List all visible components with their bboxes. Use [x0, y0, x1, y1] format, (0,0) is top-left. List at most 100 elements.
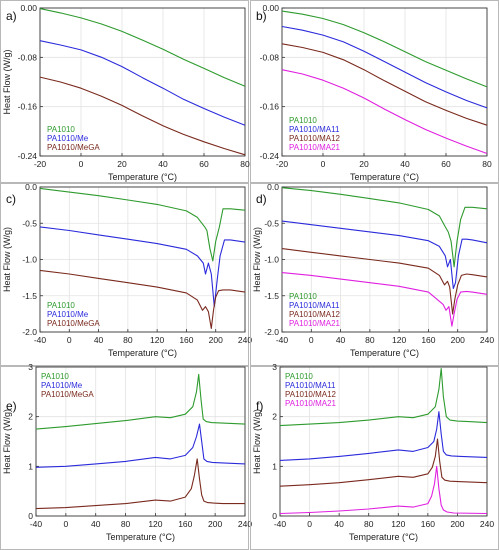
legend-entry: PA1010 [289, 292, 317, 301]
y-tick-label: 1 [28, 461, 33, 471]
series-line-pa1010 [281, 10, 488, 88]
x-tick-label: -20 [276, 159, 289, 169]
series-line-pa1010 [39, 8, 246, 87]
y-tick-label: -0.24 [18, 151, 38, 161]
y-axis-label: Heat Flow (W/g) [2, 409, 12, 474]
y-tick-label: 0 [28, 511, 33, 521]
x-tick-label: 40 [91, 519, 101, 529]
plot-area [39, 7, 246, 157]
x-tick-label: 80 [123, 335, 133, 345]
x-tick-label: 80 [121, 519, 131, 529]
series-line-pa1010 [39, 187, 246, 262]
legend-entry: PA1010/MA12 [285, 390, 337, 399]
panel-label: c) [6, 192, 16, 206]
x-axis-label: Temperature (°C) [108, 172, 177, 182]
x-tick-label: 40 [334, 519, 344, 529]
legend-entry: PA1010 [41, 372, 69, 381]
series-line-pa1010-me [39, 226, 246, 308]
y-tick-label: -2.0 [264, 327, 279, 337]
y-tick-label: -0.5 [264, 218, 279, 228]
series-line-pa1010 [35, 373, 246, 430]
x-tick-label: 40 [94, 335, 104, 345]
x-tick-label: 0 [307, 519, 312, 529]
x-tick-label: -40 [30, 519, 43, 529]
x-tick-label: 40 [336, 335, 346, 345]
legend-entry: PA1010/Me [47, 310, 89, 319]
x-tick-label: 200 [209, 335, 223, 345]
series-line-pa1010-ma21 [279, 465, 488, 515]
legend-entry: PA1010/MA21 [289, 143, 341, 152]
panel-a: -20 0 20 40 60 80 0.00 -0.08 -0.16 -0.24 Temperatu… [0, 0, 250, 183]
y-tick-label: -1.0 [264, 255, 279, 265]
plot-area [35, 366, 246, 517]
x-tick-label: 80 [365, 335, 375, 345]
x-tick-label: 60 [199, 159, 209, 169]
y-tick-label: 0.0 [25, 182, 37, 192]
panel-label: a) [6, 9, 17, 23]
x-tick-label: -40 [34, 335, 47, 345]
y-tick-label: 2 [28, 412, 33, 422]
panel-label: b) [256, 9, 267, 23]
x-tick-label: 120 [392, 335, 406, 345]
series-line-pa1010-ma11 [279, 411, 488, 461]
x-tick-label: -20 [34, 159, 47, 169]
legend-entry: PA1010/MA11 [285, 381, 336, 390]
panel-d: -40 0 40 80 120 160 200 240 0.0 -0.5 -1.0 -1.5 -2.0 T… [250, 182, 499, 366]
legend-entry: PA1010 [289, 116, 317, 125]
x-tick-label: 60 [441, 159, 451, 169]
series-line-pa1010-ma12 [281, 43, 488, 126]
x-tick-label: 0 [321, 159, 326, 169]
y-axis-label: Heat Flow (W/g) [2, 49, 12, 114]
legend-entry: PA1010/MA11 [289, 301, 340, 310]
series-line-pa1010 [279, 367, 488, 427]
y-axis-label: Heat Flow (W/g) [252, 227, 262, 292]
panel-label: f) [256, 399, 263, 413]
legend-entry: PA1010 [285, 372, 313, 381]
y-tick-label: 0.00 [20, 3, 37, 13]
x-tick-label: 200 [451, 335, 465, 345]
x-tick-label: 240 [480, 335, 494, 345]
legend-entry: PA1010/MA21 [289, 319, 341, 328]
panel-b: -20 0 20 40 60 80 0.00 -0.08 -0.16 -0.24 Temperatu… [250, 0, 499, 183]
legend-entry: PA1010/MeGA [47, 319, 100, 328]
panel-frame [0, 0, 249, 183]
x-axis-label: Temperature (°C) [350, 172, 419, 182]
series-line-pa1010-ma12 [279, 438, 488, 487]
legend-entry: PA1010/Me [41, 381, 83, 390]
y-tick-label: 3 [28, 362, 33, 372]
series-line-pa1010-me [39, 40, 246, 126]
x-tick-label: 80 [482, 159, 492, 169]
y-tick-label: 3 [272, 362, 277, 372]
series-line-pa1010-ma21 [281, 69, 488, 155]
y-tick-label: -0.08 [18, 52, 38, 62]
y-tick-label: -0.08 [260, 52, 280, 62]
y-tick-label: -1.0 [22, 255, 37, 265]
y-tick-label: -1.5 [22, 291, 37, 301]
series-line-pa1010-me [35, 423, 246, 468]
x-tick-label: 80 [364, 519, 374, 529]
x-tick-label: 160 [421, 335, 435, 345]
x-tick-label: -40 [276, 335, 289, 345]
x-tick-label: 80 [240, 159, 250, 169]
x-tick-label: 160 [421, 519, 435, 529]
x-tick-label: 40 [158, 159, 168, 169]
x-tick-label: -40 [274, 519, 287, 529]
x-tick-label: 240 [480, 519, 494, 529]
y-axis-label: Heat Flow (W/g) [2, 227, 12, 292]
series-line-pa1010 [281, 187, 488, 268]
y-tick-label: 1 [272, 461, 277, 471]
series-line-pa1010-mega [39, 76, 246, 156]
x-tick-label: 240 [238, 335, 252, 345]
y-tick-label: 2 [272, 412, 277, 422]
x-tick-label: 200 [450, 519, 464, 529]
series-line-pa1010-ma21 [281, 272, 488, 327]
y-tick-label: -0.24 [260, 151, 280, 161]
y-tick-label: 0 [272, 511, 277, 521]
x-tick-label: 0 [67, 335, 72, 345]
x-tick-label: 120 [150, 335, 164, 345]
x-tick-label: 120 [391, 519, 405, 529]
x-tick-label: 240 [238, 519, 252, 529]
x-axis-label: Temperature (°C) [349, 532, 418, 542]
x-tick-label: 20 [117, 159, 127, 169]
